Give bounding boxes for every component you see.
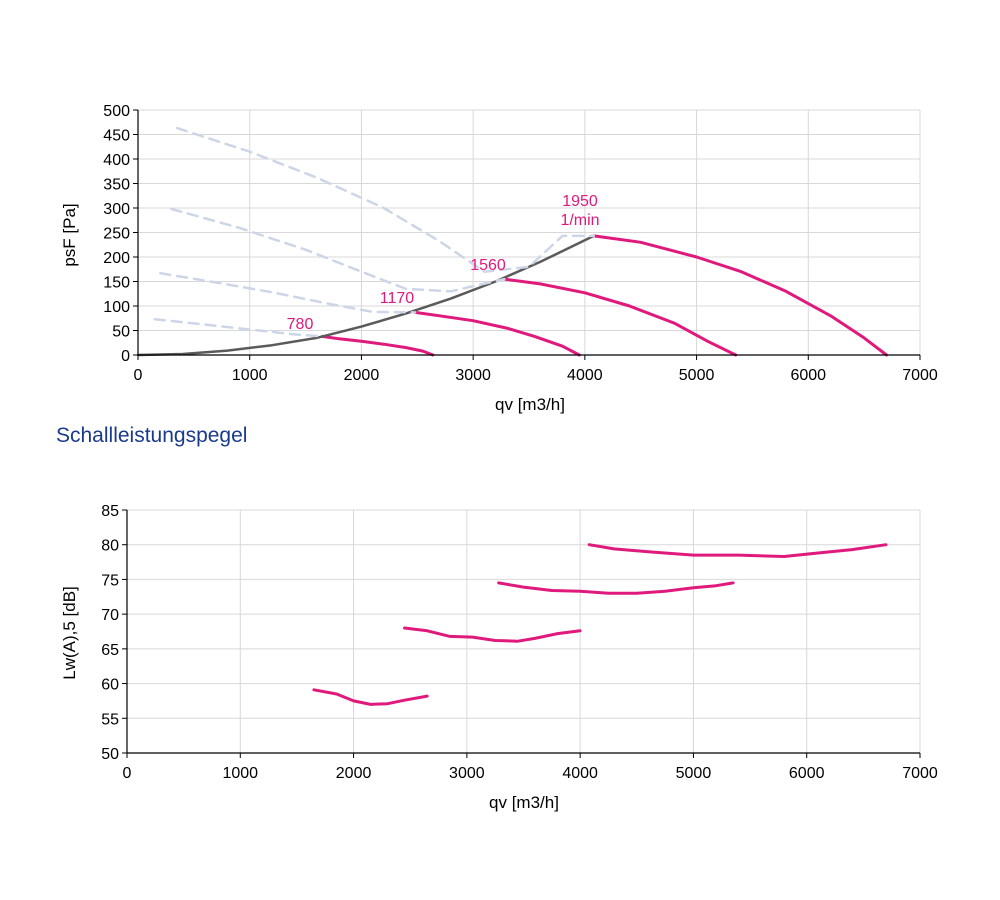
pressure-chart: 0 1000 2000 3000 4000 5000 6000 7000 0 50 100 150 20…	[60, 103, 938, 414]
pressure-dashed-curve-8	[175, 126, 596, 273]
sound-x-tick-label: 1000	[222, 765, 258, 782]
sound-x-tick-label: 4000	[562, 765, 598, 782]
pressure-curve-780	[320, 334, 435, 357]
sound-y-tick-label: 55	[101, 711, 119, 728]
pressure-dashed-curve-7	[170, 207, 506, 293]
pressure-x-tick-label: 2000	[344, 367, 380, 384]
sound-x-tick-label: 7000	[902, 765, 938, 782]
section-title: Schallleistungspegel	[56, 424, 248, 447]
pressure-x-tick-label: 4000	[567, 367, 603, 384]
sound-y-tick-label: 65	[101, 642, 119, 659]
speed-unit-label: 1/min	[560, 212, 599, 229]
sound-y-tick-label: 75	[101, 572, 119, 589]
pressure-x-axis-label: qv [m3/h]	[495, 395, 565, 414]
sound-series-0	[312, 688, 429, 706]
pressure-y-tick-label: 450	[103, 128, 130, 145]
pressure-y-tick-label: 50	[112, 324, 130, 341]
sound-series-3	[587, 543, 888, 558]
sound-y-tick-label: 85	[101, 503, 119, 520]
pressure-y-tick-label: 250	[103, 226, 130, 243]
sound-y-tick-label: 60	[101, 677, 119, 694]
sound-y-tick-label: 80	[101, 538, 119, 555]
pressure-x-tick-label: 0	[134, 367, 143, 384]
sound-power-chart: 0 1000 2000 3000 4000 5000 6000 7000 50 55 60 65 70 7…	[60, 503, 938, 812]
pressure-curve-1950	[592, 234, 888, 357]
sound-series-1	[403, 626, 582, 643]
pressure-y-tick-label: 150	[103, 275, 130, 292]
sound-x-axis-label: qv [m3/h]	[489, 793, 559, 812]
pressure-y-tick-label: 400	[103, 152, 130, 169]
sound-x-tick-label: 2000	[336, 765, 372, 782]
pressure-y-tick-label: 200	[103, 250, 130, 267]
pressure-curve-1170	[413, 310, 581, 357]
pressure-y-tick-label: 500	[103, 103, 130, 120]
sound-y-axis-label: Lw(A),5 [dB]	[60, 586, 79, 680]
pressure-x-tick-label: 1000	[232, 367, 268, 384]
pressure-dashed-curve-5	[153, 317, 324, 338]
pressure-x-tick-label: 6000	[790, 367, 826, 384]
sound-x-tick-label: 5000	[676, 765, 712, 782]
pressure-curve-1560	[502, 277, 738, 357]
speed-label-1560: 1560	[470, 257, 506, 274]
pressure-y-tick-label: 300	[103, 201, 130, 218]
pressure-system-line	[136, 234, 596, 357]
pressure-y-tick-label: 0	[121, 348, 130, 365]
pressure-x-tick-label: 7000	[902, 367, 938, 384]
pressure-x-tick-label: 5000	[679, 367, 715, 384]
speed-label-1950: 1950	[562, 193, 598, 210]
sound-series-2	[497, 581, 735, 595]
sound-x-tick-label: 6000	[789, 765, 825, 782]
pressure-y-tick-label: 100	[103, 299, 130, 316]
sound-x-tick-label: 3000	[449, 765, 485, 782]
sound-y-tick-label: 70	[101, 607, 119, 624]
pressure-y-tick-label: 350	[103, 177, 130, 194]
pressure-x-tick-label: 3000	[455, 367, 491, 384]
speed-label-780: 780	[287, 316, 314, 333]
sound-x-tick-label: 0	[123, 765, 132, 782]
speed-label-1170: 1170	[380, 290, 415, 307]
pressure-dashed-curve-6	[159, 271, 417, 314]
sound-y-tick-label: 50	[101, 746, 119, 763]
pressure-y-axis-label: psF [Pa]	[60, 203, 79, 266]
